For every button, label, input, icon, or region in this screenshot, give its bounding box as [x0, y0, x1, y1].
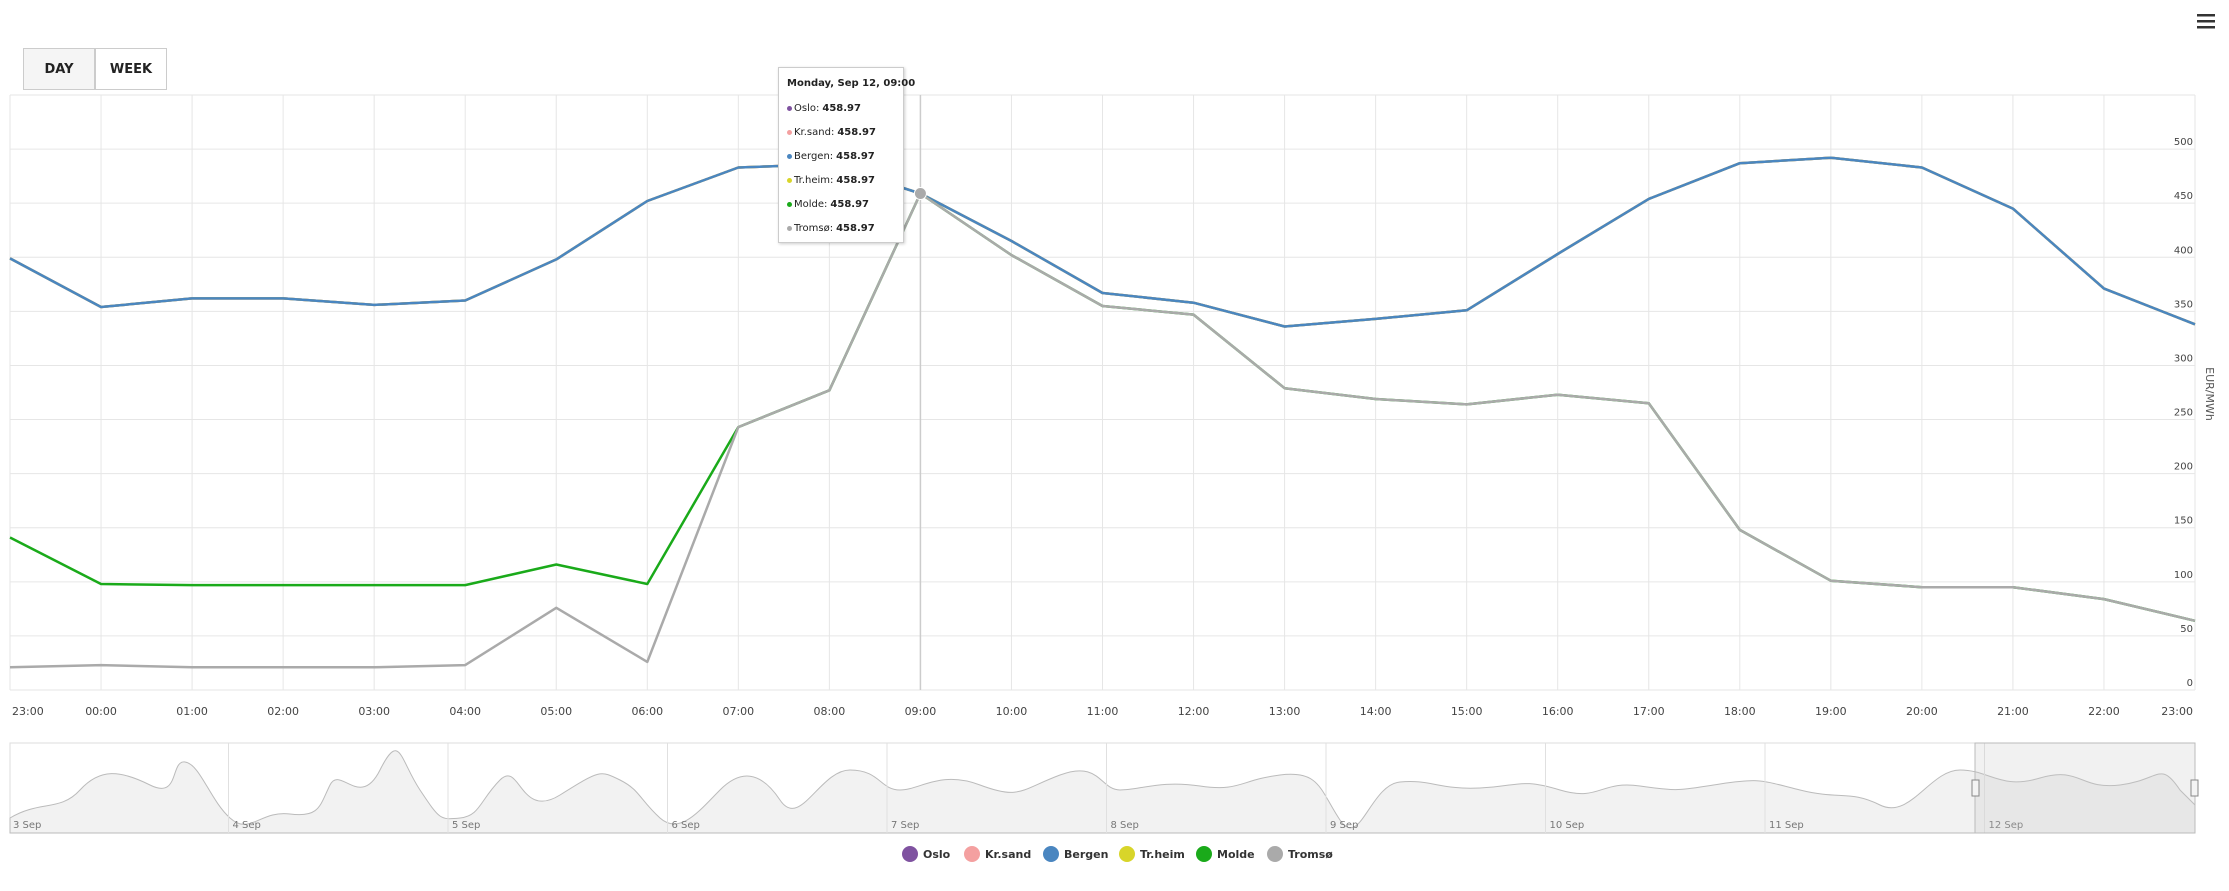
y-axis-label: EUR/MWh [2203, 367, 2216, 421]
x-tick-label: 03:00 [358, 705, 390, 718]
y-tick-label: 0 [2187, 678, 2193, 689]
navigator[interactable]: 3 Sep 4 Sep 5 Sep 6 Sep 7 Sep 8 Sep 9 Sep 10 Se… [9, 742, 2199, 834]
tooltip-value: 458.97 [822, 103, 861, 114]
navigator-label: 3 Sep [13, 820, 41, 831]
y-tick-label: 500 [2174, 137, 2193, 148]
x-tick-label: 17:00 [1633, 705, 1665, 718]
x-tick-label: 12:00 [1178, 705, 1210, 718]
series-line [9, 156, 2196, 328]
series-line [9, 192, 2196, 669]
legend-label: Molde [1217, 848, 1255, 861]
tooltip-value: 458.97 [836, 223, 875, 234]
tooltip-dot [787, 225, 792, 231]
tooltip-series-name: Tromsø [794, 223, 833, 234]
tooltip-dot [787, 129, 792, 135]
x-tick-label: 21:00 [1997, 705, 2029, 718]
tooltip-row: Tr.heim458.97 [787, 175, 875, 186]
legend-symbol [1043, 846, 1059, 862]
legend-label: Tr.heim [1140, 848, 1185, 861]
tooltip-value: 458.97 [830, 199, 869, 210]
x-tick-label: 08:00 [814, 705, 846, 718]
y-tick-label: 400 [2174, 245, 2193, 256]
tooltip-dot [787, 153, 792, 159]
legend-symbol [964, 846, 980, 862]
legend-symbol [902, 846, 918, 862]
x-tick-label: 14:00 [1360, 705, 1392, 718]
navigator-label: 6 Sep [672, 820, 700, 831]
legend-label: Oslo [923, 848, 951, 861]
x-tick-label: 05:00 [540, 705, 572, 718]
legend-label: Kr.sand [985, 848, 1031, 861]
x-tick-label: 23:00 [12, 705, 44, 718]
x-tick-label: 01:00 [176, 705, 208, 718]
tooltip-dot [787, 177, 792, 183]
legend-label: Tromsø [1288, 848, 1333, 861]
navigator-label: 11 Sep [1769, 820, 1804, 831]
x-tick-label: 16:00 [1542, 705, 1574, 718]
navigator-handle[interactable] [1971, 779, 1980, 797]
navigator-label: 4 Sep [233, 820, 261, 831]
tooltip-row: Tromsø458.97 [787, 223, 875, 234]
y-tick-label: 50 [2180, 624, 2193, 635]
tooltip-series-name: Oslo [794, 103, 819, 114]
x-tick-label: 18:00 [1724, 705, 1756, 718]
legend-symbol [1196, 846, 1212, 862]
navigator-label: 7 Sep [891, 820, 919, 831]
y-tick-label: 350 [2174, 299, 2193, 310]
x-tick-label: 10:00 [996, 705, 1028, 718]
tooltip-value: 458.97 [837, 127, 876, 138]
tooltip-value: 458.97 [836, 151, 875, 162]
navigator-label: 10 Sep [1550, 820, 1585, 831]
range-button[interactable]: WEEK [95, 48, 167, 90]
x-tick-label: 09:00 [905, 705, 937, 718]
x-tick-label: 19:00 [1815, 705, 1847, 718]
x-tick-label: 06:00 [631, 705, 663, 718]
x-tick-label: 07:00 [722, 705, 754, 718]
legend-label: Bergen [1064, 848, 1108, 861]
y-tick-label: 100 [2174, 570, 2193, 581]
tooltip-value: 458.97 [836, 175, 875, 186]
navigator-label: 9 Sep [1330, 820, 1358, 831]
menu-icon[interactable] [2197, 14, 2215, 29]
tooltip-dot [787, 105, 792, 111]
x-tick-label: 20:00 [1906, 705, 1938, 718]
tooltip-title: Monday, Sep 12, 09:00 [787, 78, 916, 89]
x-tick-label: 00:00 [85, 705, 117, 718]
y-tick-label: 150 [2174, 516, 2193, 527]
hover-marker [913, 186, 927, 200]
tooltip-series-name: Molde [794, 199, 827, 210]
x-tick-label: 13:00 [1269, 705, 1301, 718]
x-tick-label: 22:00 [2088, 705, 2120, 718]
x-tick-label: 02:00 [267, 705, 299, 718]
y-tick-label: 200 [2174, 462, 2193, 473]
tooltip-dot [787, 201, 792, 207]
x-tick-label: 11:00 [1087, 705, 1119, 718]
tooltip-series-name: Tr.heim [794, 175, 833, 186]
y-tick-label: 300 [2174, 353, 2193, 364]
navigator-label: 12 Sep [1989, 820, 2024, 831]
navigator-label: 5 Sep [452, 820, 480, 831]
navigator-area [9, 750, 2196, 834]
navigator-handle[interactable] [2190, 779, 2199, 797]
tooltip-series-name: Bergen [794, 151, 833, 162]
tooltip-series-name: Kr.sand [794, 127, 834, 138]
tooltip-row: Molde458.97 [787, 199, 869, 210]
tooltip-row: Kr.sand458.97 [787, 127, 876, 138]
legend-symbol [1267, 846, 1283, 862]
x-tick-label: 04:00 [449, 705, 481, 718]
x-tick-label: 15:00 [1451, 705, 1483, 718]
legend-symbol [1119, 846, 1135, 862]
navigator-selection[interactable] [1974, 742, 2196, 834]
tooltip-row: Oslo458.97 [787, 103, 861, 114]
navigator-label: 8 Sep [1111, 820, 1139, 831]
x-tick-label: 23:00 [2161, 705, 2193, 718]
y-tick-label: 450 [2174, 191, 2193, 202]
tooltip-row: Bergen458.97 [787, 151, 875, 162]
y-tick-label: 250 [2174, 408, 2193, 419]
tooltip: Monday, Sep 12, 09:00Oslo458.97Kr.sand45… [778, 67, 915, 243]
range-button[interactable]: DAY [23, 48, 95, 90]
